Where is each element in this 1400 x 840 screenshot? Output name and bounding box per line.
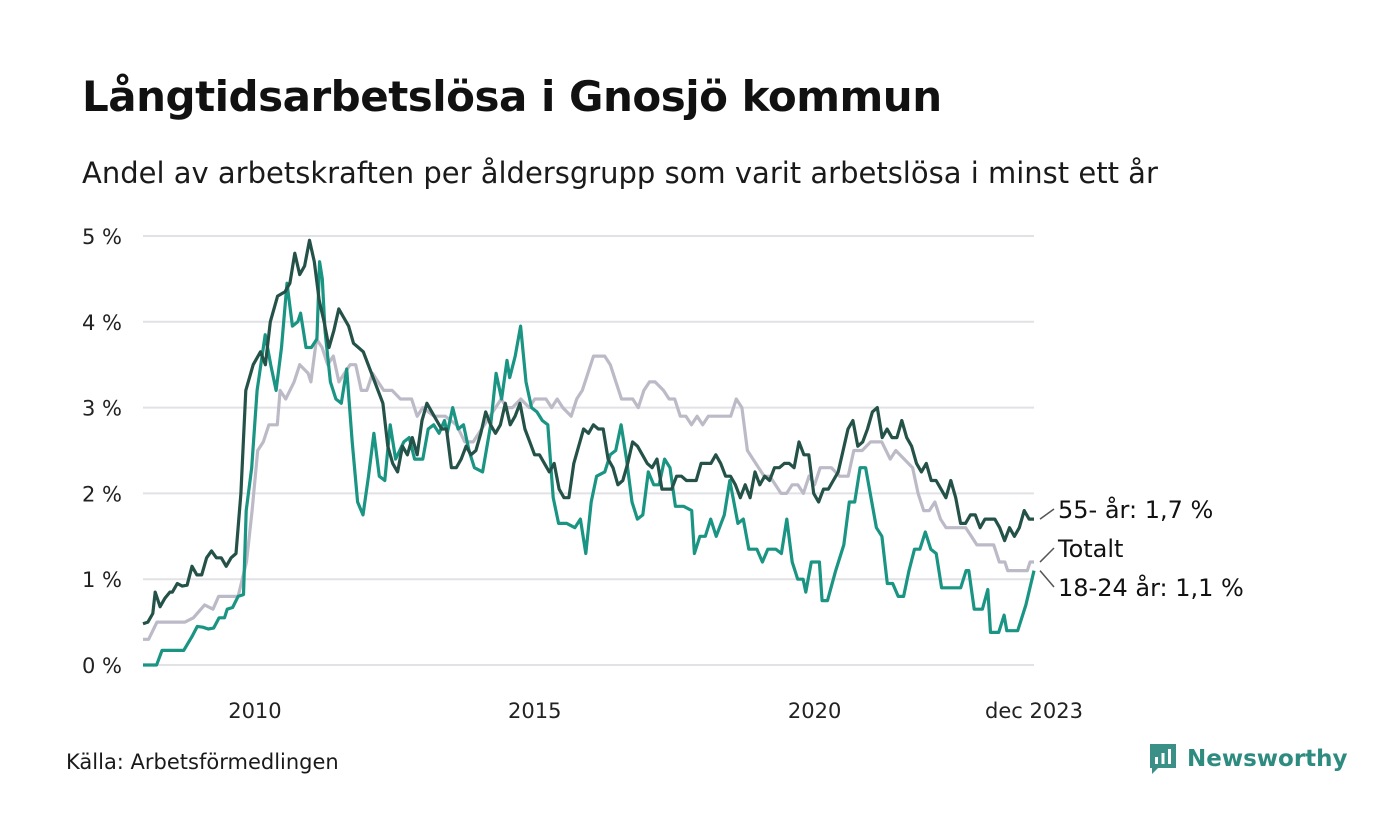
series-end-label: 18-24 år: 1,1 %: [1058, 573, 1244, 602]
series-lines: [142, 238, 1036, 667]
x-axis-ticks: 2010 2015 2020 dec 2023: [228, 699, 1083, 723]
chart-subtitle: Andel av arbetskraften per åldersgrupp s…: [82, 156, 1158, 190]
source-note: Källa: Arbetsförmedlingen: [66, 750, 339, 774]
y-tick-label: 5 %: [82, 225, 122, 249]
series-end-labels: Totalt 18-24 år: 1,1 % 55- år: 1,7 %: [1039, 495, 1244, 602]
label-connector: [1039, 570, 1055, 588]
series-line-18-24-r: [143, 260, 1036, 667]
chart-title: Långtidsarbetslösa i Gnosjö kommun: [82, 72, 942, 121]
y-tick-label: 3 %: [82, 397, 122, 421]
series-line-55-r: [142, 238, 1034, 626]
label-connector: [1039, 547, 1055, 563]
x-tick-label: 2020: [788, 699, 841, 723]
x-tick-label: 2010: [228, 699, 281, 723]
y-tick-label: 2 %: [82, 482, 122, 506]
series-end-label: Totalt: [1057, 535, 1123, 563]
newsworthy-logo[interactable]: Newsworthy: [1148, 742, 1348, 776]
y-tick-label: 4 %: [82, 311, 122, 335]
series-line-totalt: [143, 337, 1034, 641]
x-tick-label: dec 2023: [985, 699, 1083, 723]
label-connector: [1039, 508, 1055, 520]
series-end-label: 55- år: 1,7 %: [1058, 495, 1213, 524]
x-tick-label: 2015: [508, 699, 561, 723]
y-tick-label: 1 %: [82, 568, 122, 592]
y-axis-ticks: 0 % 1 % 2 % 3 % 4 % 5 %: [82, 225, 122, 678]
newsworthy-chart-logo-icon: [1150, 744, 1176, 774]
brand-name: Newsworthy: [1187, 746, 1348, 772]
y-tick-label: 0 %: [82, 654, 122, 678]
